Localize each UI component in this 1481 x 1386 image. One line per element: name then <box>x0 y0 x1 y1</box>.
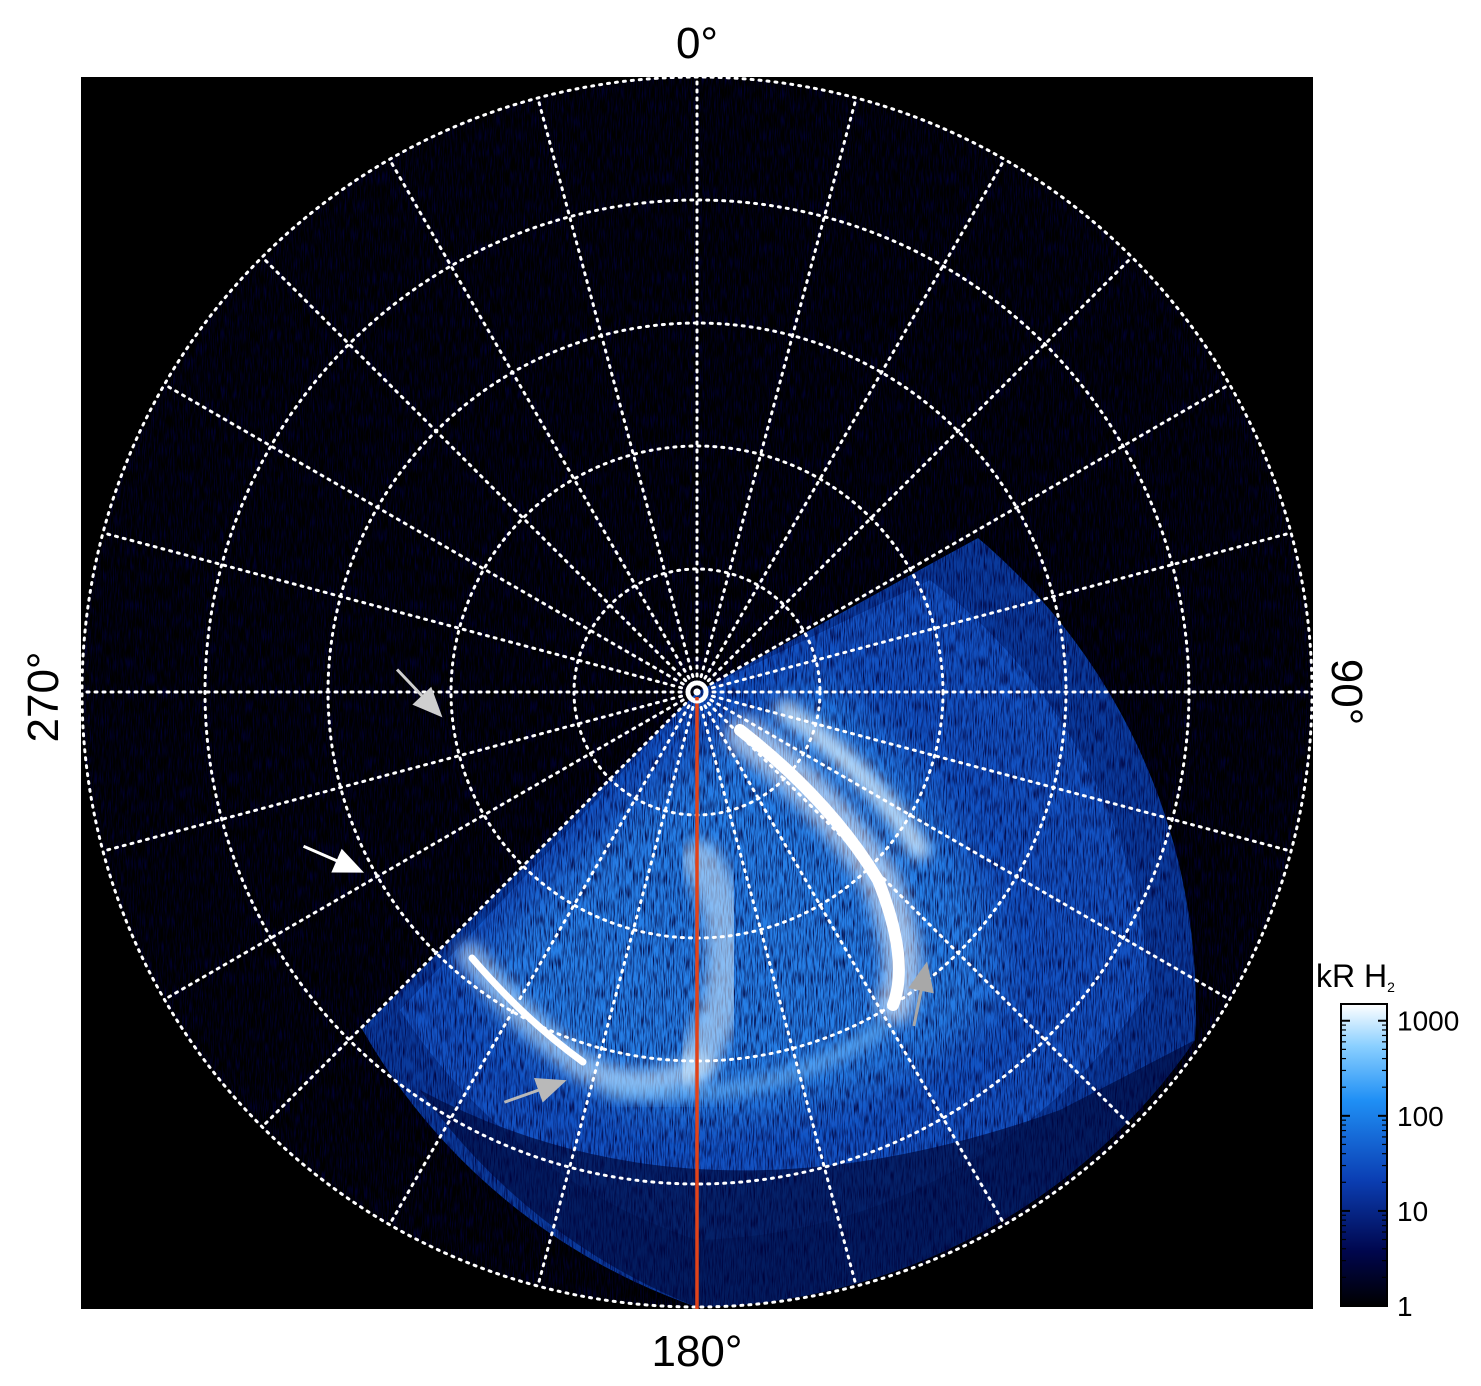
longitude-label-top: 0° <box>676 19 718 68</box>
polar-grid <box>81 77 1313 1309</box>
grid-meridian <box>695 690 1293 853</box>
annotation-arrow-head <box>412 686 443 718</box>
grid-meridian <box>388 157 699 694</box>
annotation-arrow <box>908 961 934 1027</box>
colorbar-title: kR H2 <box>1316 958 1395 995</box>
grid-parallel-ring <box>81 77 1313 1309</box>
longitude-label-bottom: 180° <box>651 1327 742 1376</box>
grid-meridian <box>162 690 699 1001</box>
colorbar-tick-label: 100 <box>1397 1101 1444 1132</box>
grid-parallel-ring <box>203 198 1191 1186</box>
colorbar-gradient <box>1340 1003 1388 1307</box>
grid-meridian <box>260 690 699 1129</box>
grid-meridian <box>695 690 1232 1001</box>
annotation-arrow <box>503 1077 567 1104</box>
auroral-arcs <box>457 700 930 1101</box>
grid-meridian <box>695 383 1232 694</box>
grid-meridian <box>101 531 699 694</box>
colorbar-tick-label: 1000 <box>1397 1006 1459 1037</box>
annotation-arrows <box>302 668 934 1104</box>
grid-meridian <box>101 690 699 853</box>
grid-meridian <box>260 255 699 694</box>
colorbar: kR H2 1000 100 10 1 <box>1316 958 1459 1322</box>
grid-meridian <box>388 690 699 1227</box>
colorbar-tick-label: 1 <box>1397 1291 1413 1322</box>
grid-meridian <box>695 690 858 1288</box>
grid-meridian <box>695 690 1006 1227</box>
annotation-arrow-head <box>331 848 364 873</box>
annotation-arrow-head <box>908 961 934 994</box>
colorbar-ticks: 1000 100 10 1 <box>1341 1006 1459 1322</box>
longitude-label-left: 270° <box>19 651 68 742</box>
colorbar-title-subscript: 2 <box>1387 979 1395 995</box>
pole-marker <box>685 680 709 704</box>
grid-meridian <box>695 690 1134 1129</box>
grid-meridian <box>695 255 1134 694</box>
longitude-label-right: 90° <box>1322 659 1371 726</box>
grid-meridian <box>536 690 699 1288</box>
annotation-arrow-head <box>534 1077 567 1103</box>
plot-content <box>81 77 1313 1309</box>
grid-meridian <box>695 96 858 694</box>
grid-meridian <box>536 96 699 694</box>
grid-meridian <box>695 531 1293 694</box>
grid-meridian <box>695 157 1006 694</box>
annotation-arrow <box>302 844 364 873</box>
colorbar-tick-label: 10 <box>1397 1196 1428 1227</box>
grid-meridian <box>162 383 699 694</box>
annotation-arrow <box>395 668 443 718</box>
